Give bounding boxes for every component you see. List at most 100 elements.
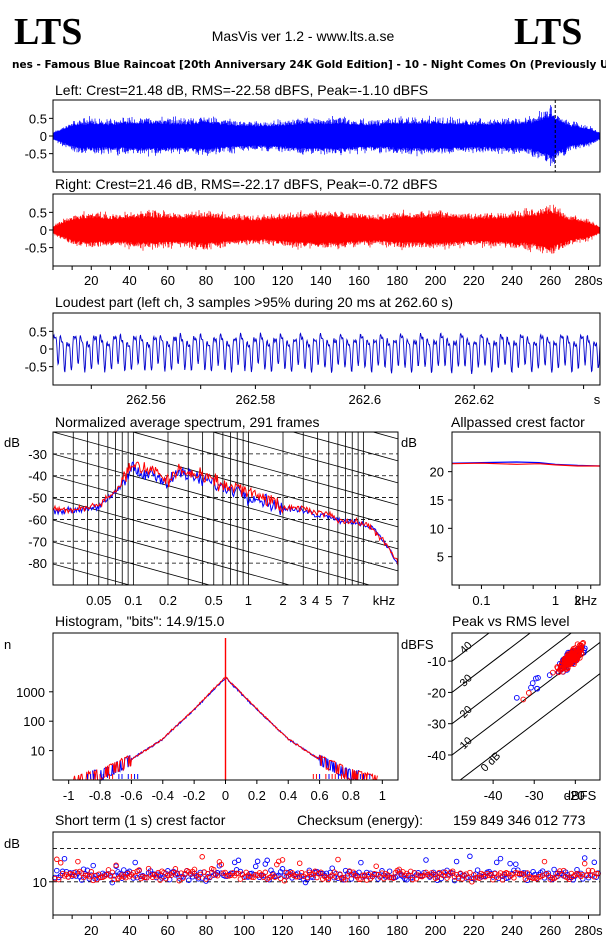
short-term-crest-point-right (469, 879, 475, 885)
short-term-crest-point-left (132, 859, 138, 866)
short-term-crest-point-left (574, 866, 580, 873)
histogram-xtick-label: -0.4 (152, 788, 174, 803)
short-term-crest-point-right (405, 873, 412, 879)
short-term-crest-point-right (455, 875, 462, 882)
short-term-crest-point-right (174, 871, 181, 877)
peak-vs-rms-diagonal-label: 0 dB (479, 750, 503, 774)
short-term-crest-point-right (583, 872, 590, 879)
spectrum-title: Normalized average spectrum, 291 frames (55, 414, 320, 430)
peak-vs-rms-diagonal (459, 673, 600, 780)
short-term-crest-point-right (136, 867, 142, 873)
spectrum-plot: -30 -40 -50 -60 -70 -80 0.05 0.1 0.2 0.5 1 2 3 4 5 7 kHz (28, 432, 398, 608)
right-waveform-xtick-label: 200 (425, 273, 447, 288)
histogram-ytick-label: 100 (23, 714, 45, 729)
short-term-crest-point-right (178, 870, 184, 876)
short-term-crest-point-right (272, 874, 278, 880)
short-term-crest-point-left (453, 858, 460, 865)
short-term-crest-xtick-label: 120 (272, 923, 294, 938)
short-term-crest-point-right (75, 858, 81, 865)
short-term-crest-point-right (304, 874, 311, 881)
peak-vs-rms-point-right (549, 669, 556, 676)
short-term-crest-point-left (356, 869, 362, 876)
short-term-crest-point-left (59, 868, 66, 875)
short-term-crest-point-right (249, 874, 255, 880)
allpassed-crest-xtick-label: 2 (574, 593, 581, 608)
peak-vs-rms-point-right (525, 690, 532, 696)
allpassed-crest-title: Allpassed crest factor (451, 414, 585, 430)
spectrum-xtick-label: 1 (245, 593, 252, 608)
short-term-crest-xtick-label: 60 (161, 923, 175, 938)
spectrum-xtick-label: 0.05 (86, 593, 111, 608)
short-term-crest-point-right (511, 875, 517, 881)
loudest-part-xunit: s (594, 392, 601, 407)
left-waveform-title: Left: Crest=21.48 dB, RMS=-22.58 dBFS, P… (55, 82, 428, 98)
allpassed-crest-ytick-label: 20 (430, 465, 444, 480)
short-term-crest-point-right (331, 869, 337, 875)
loudest-part-xtick-label: 262.6 (349, 392, 382, 407)
spectrum-series-right (53, 461, 398, 567)
histogram-plot: 1000 100 10 -1 -0.8 -0.6 -0.4 -0.2 0 0.2 0.4 0.6 0.8… (16, 638, 386, 803)
short-term-crest-point-right (157, 877, 163, 883)
loudest-part-ytick-label: 0 (40, 342, 47, 357)
logo-right: LTS (514, 11, 582, 53)
peak-vs-rms-point-right (574, 654, 580, 661)
peak-rms-ylabel: dBFS (401, 637, 434, 652)
short-term-crest-point-left (121, 867, 127, 873)
short-term-crest-point-right (337, 871, 343, 877)
right-waveform-xtick-label: 160 (348, 273, 370, 288)
short-term-crest-point-left (90, 862, 96, 869)
spectrum-slope-line (53, 519, 291, 585)
short-term-crest-point-right (73, 869, 79, 875)
allpassed-ylabel: dB (401, 435, 417, 450)
short-term-crest-point-right (356, 876, 362, 882)
short-term-crest-point-right (199, 854, 205, 860)
right-waveform-xtick-label: 80 (199, 273, 213, 288)
short-term-crest-point-right (176, 877, 182, 884)
right-waveform-xtick-label: 180 (386, 273, 408, 288)
right-waveform-frame (52, 193, 601, 267)
histogram-xtick-label: 0.4 (279, 788, 297, 803)
left-waveform-frame (52, 99, 601, 173)
peak-vs-rms-xtick-label: -40 (484, 788, 503, 803)
histogram-ytick-label: 10 (31, 744, 45, 759)
short-term-crest-point-right (214, 872, 221, 879)
histogram-title: Histogram, "bits": 14.9/15.0 (55, 613, 225, 629)
allpassed-crest-ytick-label: 5 (437, 550, 444, 565)
short-term-crest-point-right (86, 873, 93, 880)
short-term-crest-point-left (581, 855, 588, 861)
short-term-crest-point-right (490, 876, 496, 883)
peak-vs-rms-ytick-label: -10 (427, 654, 446, 669)
short-term-crest-point-right (55, 876, 62, 883)
peak-vs-rms-point-left (546, 672, 553, 678)
short-term-crest-point-right (191, 866, 198, 873)
peak-vs-rms-point-right (564, 658, 571, 665)
short-term-crest-xtick-label: 200 (425, 923, 447, 938)
right-waveform-ytick-label: 0 (40, 223, 47, 238)
left-waveform-ytick-label: -0.5 (25, 147, 47, 162)
spectrum-xtick-label: 5 (325, 593, 332, 608)
short-term-crest-point-left (467, 853, 473, 860)
right-waveform-ytick-label: 0.5 (29, 205, 47, 220)
short-term-crest-point-right (180, 875, 186, 881)
short-term-crest-point-right (233, 870, 240, 877)
peak-vs-rms-point-right (561, 663, 567, 669)
peak-vs-rms-diagonal-label: 40 (458, 640, 475, 657)
short-term-crest-point-right (312, 868, 318, 875)
short-term-crest-point-right (390, 875, 397, 881)
allpassed-crest-xtick-label: 1 (552, 593, 559, 608)
allpassed-crest-ytick-label: 15 (430, 493, 444, 508)
short-term-crest-plot: 10 20 40 60 80 100 120 140 160 180 200 220 240 260 280… (33, 848, 603, 938)
short-term-crest-point-right (434, 874, 441, 881)
spectrum-slope-line (291, 432, 398, 462)
short-term-crest-point-right (262, 869, 269, 876)
short-term-crest-xtick-label: 80 (199, 923, 213, 938)
loudest-part-xtick-label: 262.62 (454, 392, 494, 407)
short-term-crest-point-right (143, 874, 150, 881)
peak-vs-rms-point-right (520, 696, 527, 703)
short-term-crest-point-left (507, 860, 513, 867)
short-term-crest-point-right (210, 866, 217, 873)
histogram-xtick-label: -0.8 (89, 788, 111, 803)
short-term-crest-point-left (513, 861, 519, 867)
